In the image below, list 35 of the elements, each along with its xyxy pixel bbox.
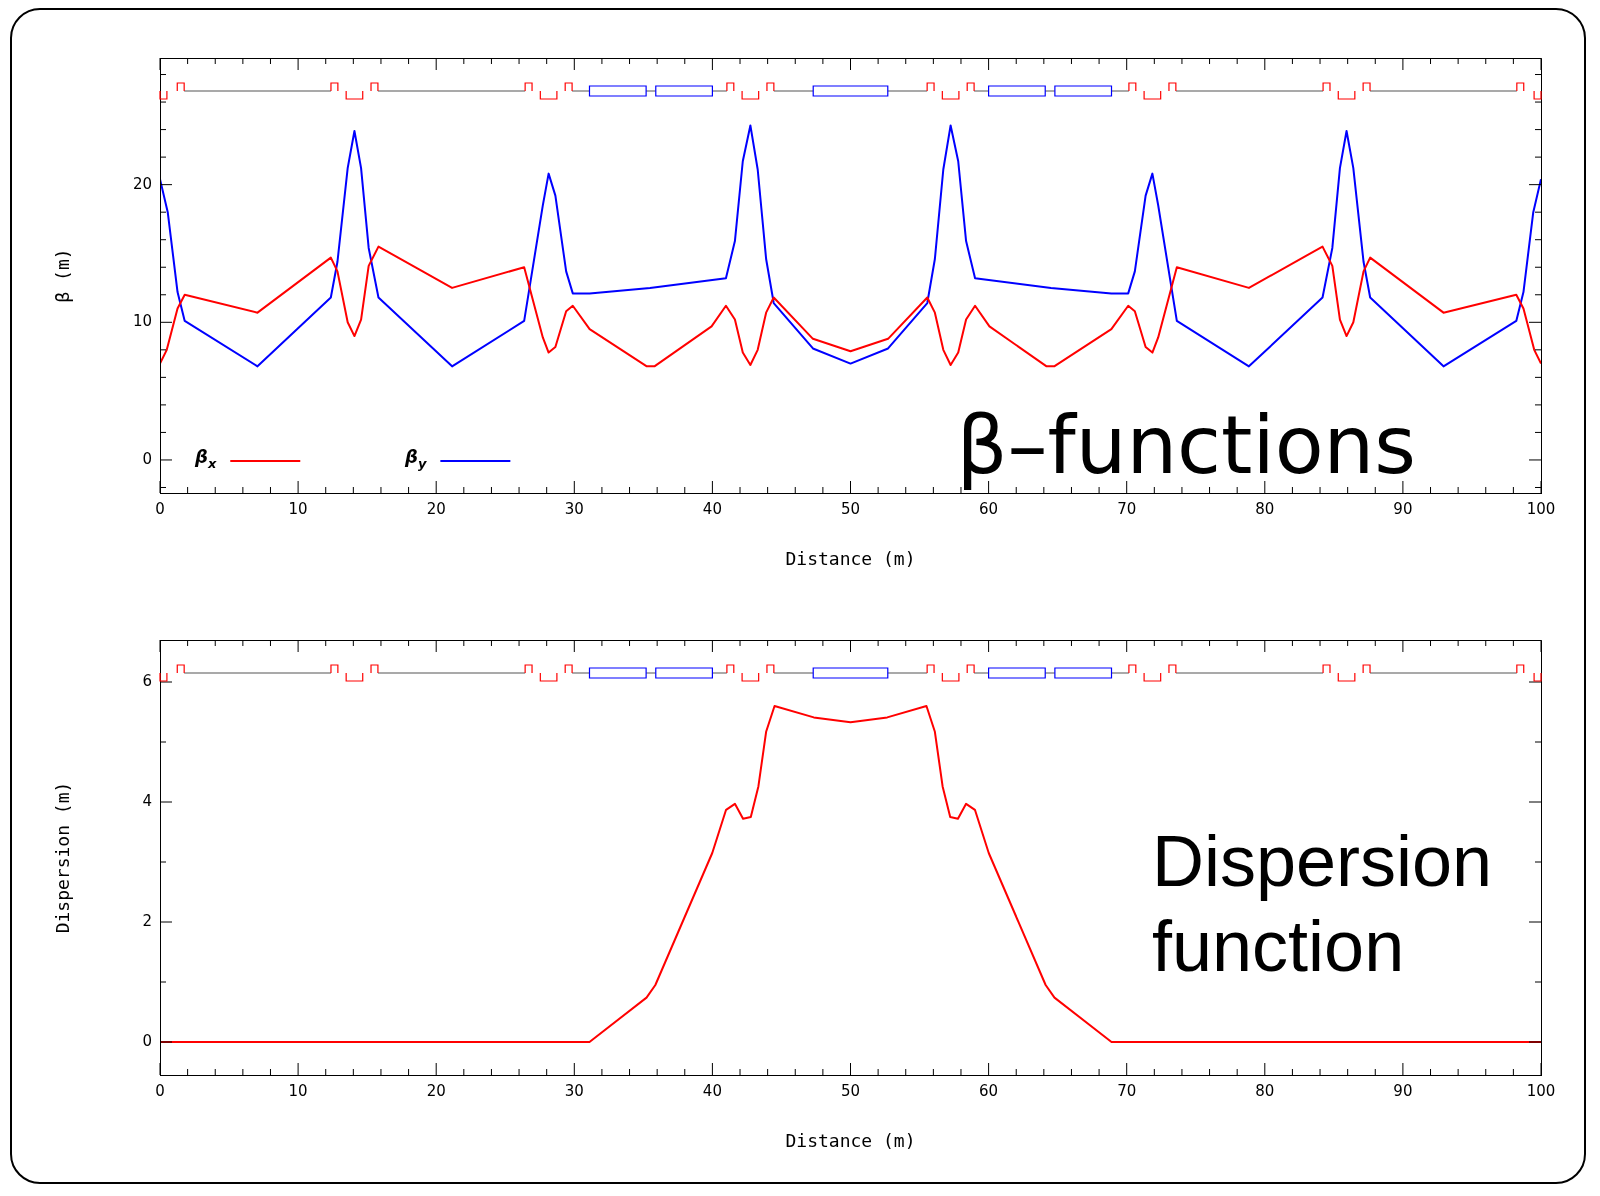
x-tick-label: 0 xyxy=(155,499,165,518)
x-axis-title: Distance (m) xyxy=(785,547,916,569)
annotation: β–functions xyxy=(956,399,1416,492)
x-tick-label: 100 xyxy=(1526,1081,1556,1100)
y-tick-label: 10 xyxy=(132,312,152,331)
x-tick-label: 60 xyxy=(979,1081,999,1100)
x-tick-label: 80 xyxy=(1255,499,1275,518)
x-tick-label: 50 xyxy=(840,1081,861,1100)
y-tick-label: 4 xyxy=(142,791,152,810)
x-tick-label: 10 xyxy=(288,1081,308,1100)
x-axis-title: Distance (m) xyxy=(785,1129,916,1151)
x-tick-label: 40 xyxy=(702,1081,722,1100)
y-tick-label: 0 xyxy=(142,1031,152,1050)
y-tick-label: 0 xyxy=(142,449,152,468)
x-tick-label: 50 xyxy=(840,499,861,518)
x-tick-label: 0 xyxy=(155,1081,165,1100)
x-tick-label: 20 xyxy=(426,1081,446,1100)
y-tick-label: 6 xyxy=(142,671,152,690)
x-tick-label: 20 xyxy=(426,499,446,518)
x-tick-label: 10 xyxy=(288,499,308,518)
y-tick-label: 20 xyxy=(132,174,152,193)
x-tick-label: 70 xyxy=(1117,499,1137,518)
x-tick-label: 30 xyxy=(564,499,584,518)
x-tick-label: 70 xyxy=(1117,1081,1137,1100)
y-axis-title: Dispersion (m) xyxy=(52,781,74,934)
x-tick-label: 90 xyxy=(1393,499,1413,518)
x-tick-label: 80 xyxy=(1255,1081,1275,1100)
annotation: Dispersion function xyxy=(1152,821,1493,986)
x-tick-label: 30 xyxy=(564,1081,584,1100)
x-tick-label: 60 xyxy=(979,499,999,518)
y-axis-title: β (m) xyxy=(52,248,74,303)
x-tick-label: 90 xyxy=(1393,1081,1413,1100)
y-tick-label: 2 xyxy=(142,911,152,930)
x-tick-label: 100 xyxy=(1526,499,1556,518)
x-tick-label: 40 xyxy=(702,499,722,518)
